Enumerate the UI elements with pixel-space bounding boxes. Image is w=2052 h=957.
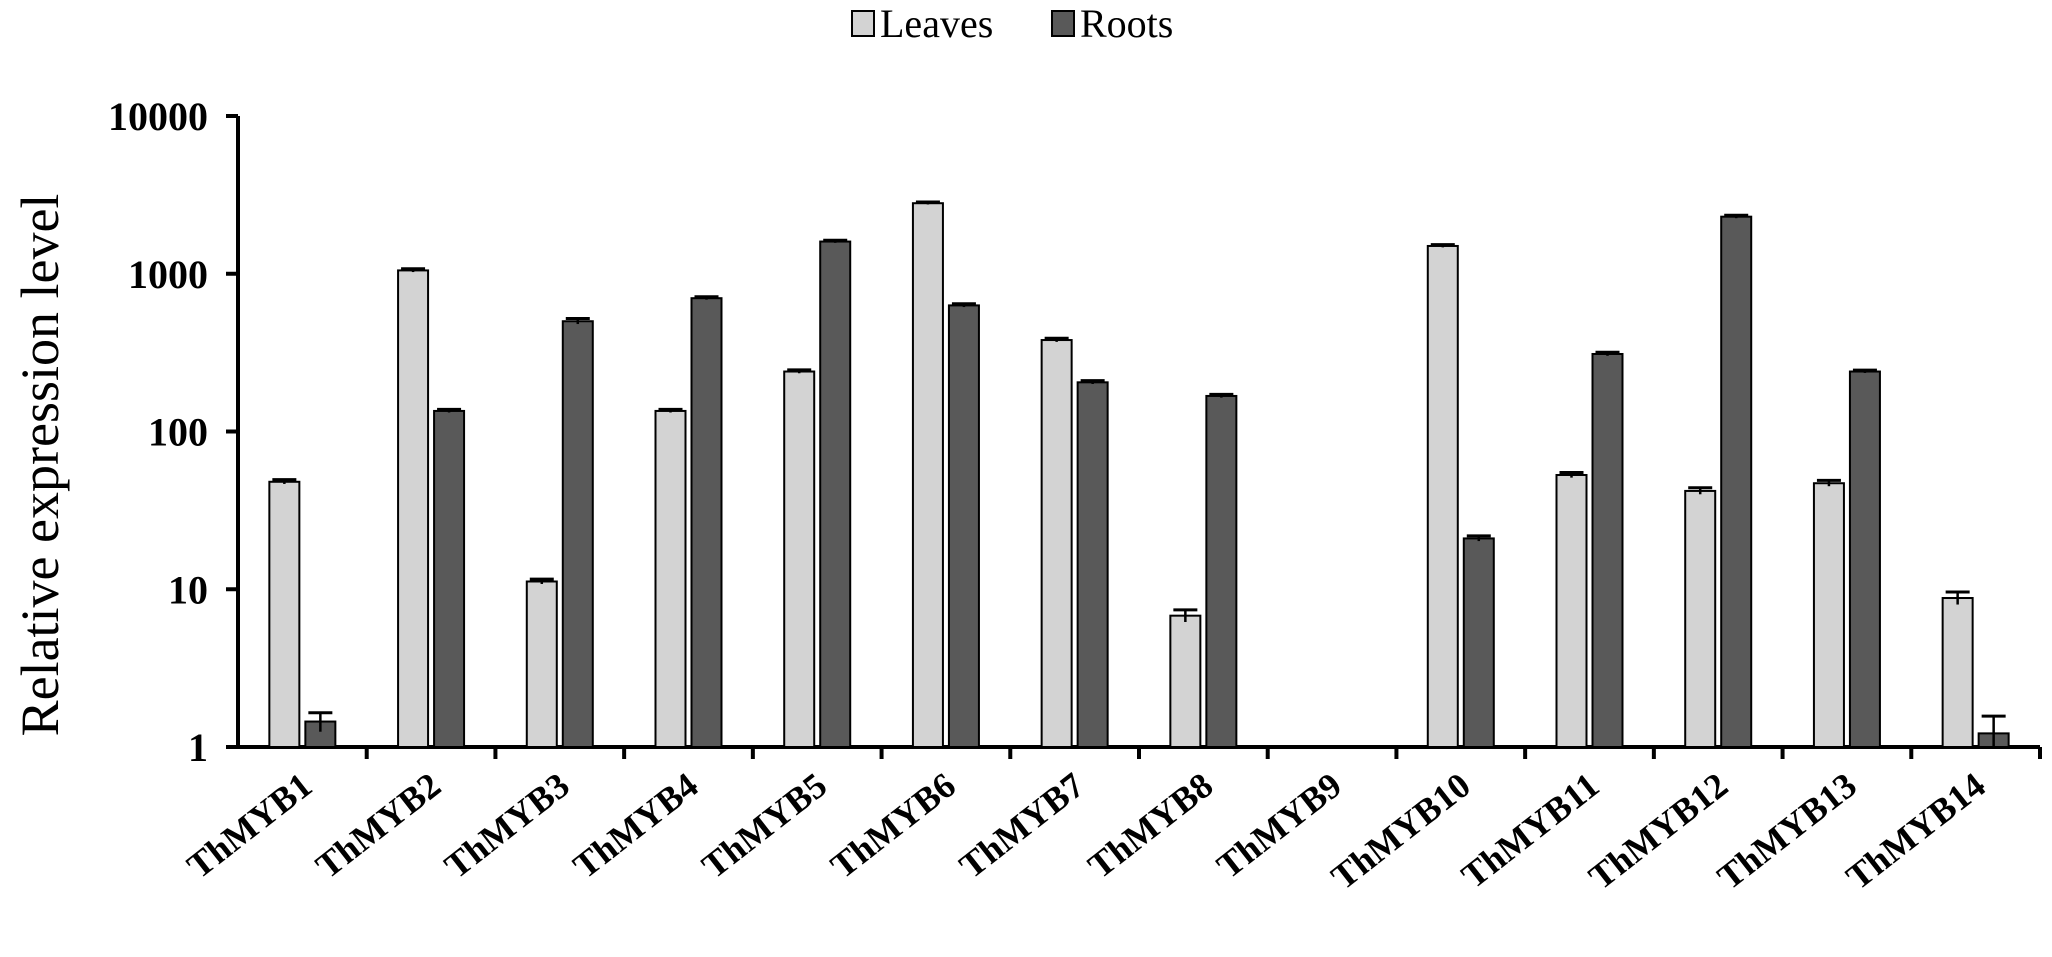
category-label: ThMYB13 [1710, 765, 1864, 898]
y-axis-title: Relative expression level [10, 194, 70, 737]
bar-leaves-thmyb5 [783, 370, 816, 748]
bar-roots-thmyb3 [561, 320, 594, 748]
bar-leaves-thmyb13 [1812, 482, 1845, 748]
legend-label-roots: Roots [1080, 1, 1173, 46]
y-tick-label: 10000 [108, 94, 208, 139]
y-tick-label: 100 [148, 410, 208, 455]
x-ticks [364, 747, 2042, 759]
bar-roots-thmyb10 [1462, 537, 1495, 749]
bar-roots-thmyb6 [947, 304, 980, 748]
bar-leaves-thmyb3 [525, 580, 558, 748]
bar-leaves-thmyb4 [654, 409, 687, 748]
bar-roots-thmyb13 [1848, 370, 1881, 748]
category-label: ThMYB3 [437, 765, 577, 886]
bar-roots-thmyb12 [1720, 215, 1753, 748]
error-bars [272, 200, 2006, 747]
y-tick-label: 1 [188, 725, 208, 770]
category-label: ThMYB2 [308, 765, 448, 886]
category-label: ThMYB12 [1581, 765, 1735, 898]
legend-label-leaves: Leaves [880, 1, 993, 46]
bar-leaves-thmyb12 [1684, 489, 1717, 748]
category-label: ThMYB1 [180, 765, 320, 886]
legend: Leaves Roots [851, 1, 1173, 46]
bar-roots-thmyb7 [1076, 381, 1109, 748]
bar-leaves-thmyb10 [1426, 244, 1459, 748]
bar-leaves-thmyb1 [268, 480, 301, 748]
category-label: ThMYB14 [1839, 765, 1993, 898]
category-label: ThMYB7 [952, 765, 1092, 886]
bar-roots-thmyb4 [690, 297, 723, 748]
y-ticks: 1 10 100 1000 10000 [108, 94, 238, 770]
category-label: ThMYB4 [566, 765, 706, 886]
category-label: ThMYB5 [694, 765, 834, 886]
bar-leaves-thmyb8 [1169, 614, 1202, 748]
bar-leaves-thmyb14 [1941, 597, 1974, 749]
bar-leaves-thmyb7 [1040, 339, 1073, 748]
bar-roots-thmyb5 [819, 240, 852, 748]
category-labels: ThMYB1ThMYB2ThMYB3ThMYB4ThMYB5ThMYB6ThMY… [180, 765, 1993, 898]
category-label: ThMYB11 [1454, 765, 1606, 896]
y-tick-label: 10 [168, 567, 208, 612]
bar-roots-thmyb11 [1591, 352, 1624, 748]
bar-roots-thmyb8 [1205, 394, 1238, 748]
legend-swatch-roots [1051, 10, 1075, 37]
y-tick-label: 1000 [128, 252, 208, 297]
bar-leaves-thmyb2 [397, 269, 430, 748]
bars [268, 202, 2010, 749]
bar-roots-thmyb2 [433, 409, 466, 748]
category-label: ThMYB8 [1081, 765, 1221, 886]
legend-swatch-leaves [851, 10, 875, 37]
category-label: ThMYB6 [823, 765, 963, 886]
category-label: ThMYB10 [1324, 765, 1478, 898]
bar-leaves-thmyb11 [1555, 473, 1588, 748]
bar-leaves-thmyb6 [911, 202, 944, 748]
